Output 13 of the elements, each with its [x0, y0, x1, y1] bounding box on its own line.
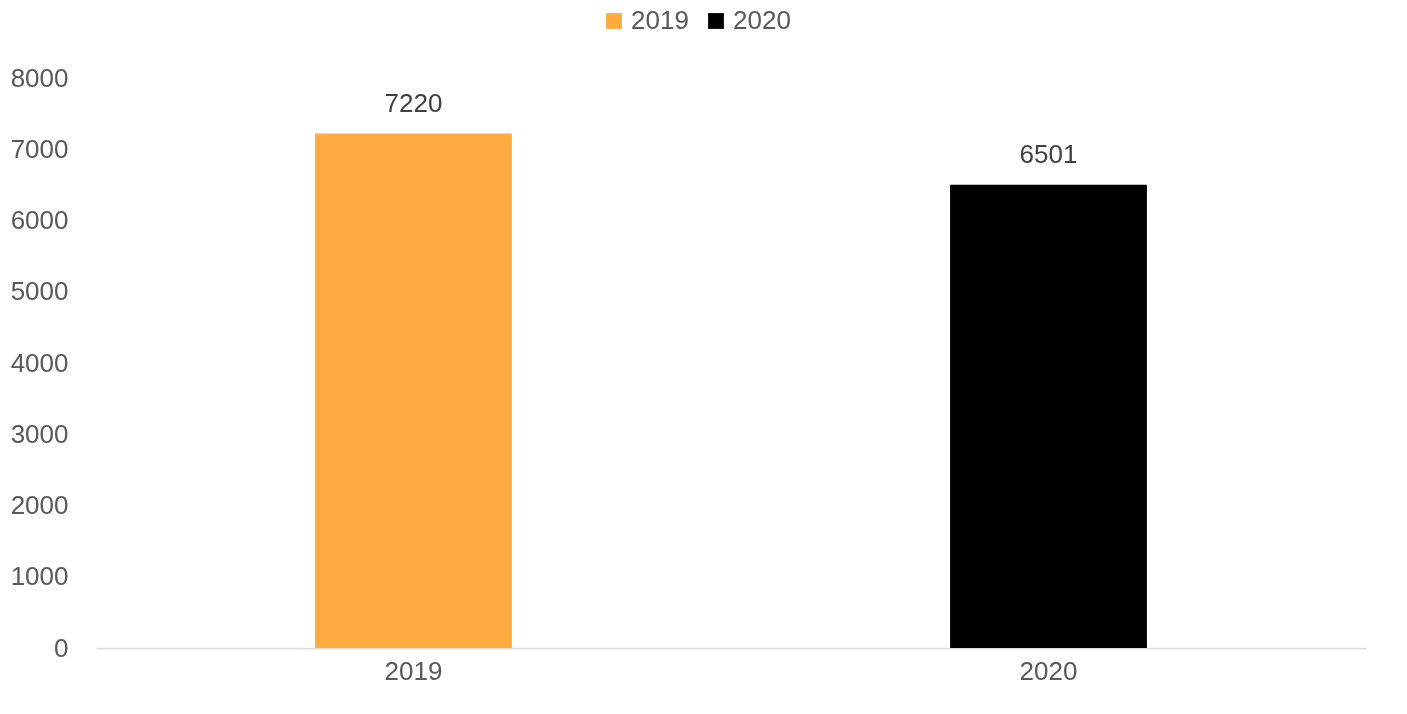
legend-label: 2020	[733, 5, 791, 35]
y-tick-label: 4000	[10, 347, 69, 378]
data-label: 7220	[384, 87, 443, 118]
y-tick-label: 3000	[10, 418, 69, 449]
y-tick-label: 7000	[10, 133, 69, 164]
y-tick-label: 6000	[10, 205, 69, 235]
data-label: 6501	[1019, 138, 1078, 169]
y-tick-label: 5000	[10, 276, 69, 307]
y-tick-label: 1000	[10, 561, 69, 592]
y-tick-label: 0	[54, 632, 69, 663]
legend-label: 2019	[631, 5, 689, 35]
y-tick-label: 2000	[10, 490, 69, 520]
y-tick-label: 8000	[10, 62, 69, 93]
